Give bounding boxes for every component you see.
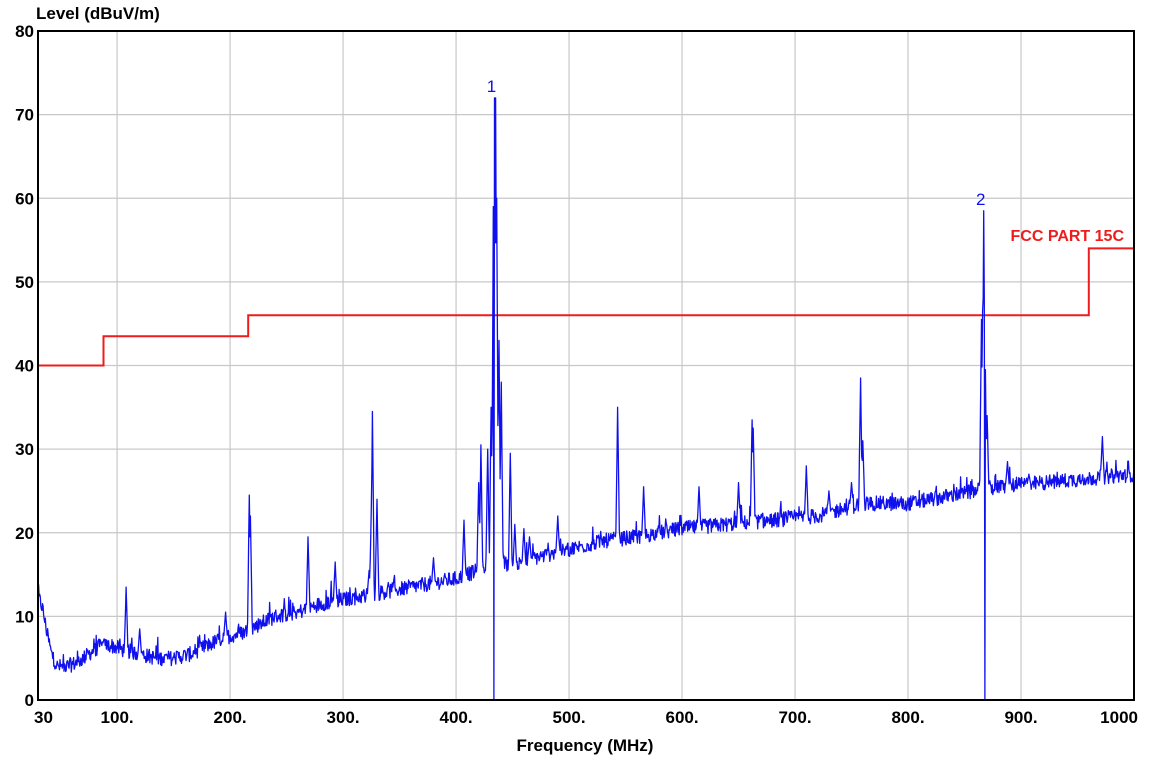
- y-tick-label: 70: [15, 106, 34, 125]
- y-tick-labels: 0 10 20 30 40 50 60 70 80: [15, 22, 34, 710]
- y-axis-title: Level (dBuV/m): [36, 4, 160, 23]
- x-tick-label: 300.: [327, 708, 360, 727]
- x-tick-label: 200.: [214, 708, 247, 727]
- limit-line: [38, 247, 1134, 367]
- x-axis-title: Frequency (MHz): [517, 736, 654, 755]
- limit-line-group: [38, 247, 1134, 367]
- x-tick-label: 600.: [665, 708, 698, 727]
- x-tick-label: 1000: [1100, 708, 1138, 727]
- peak-markers: 12: [487, 77, 986, 209]
- x-tick-label: 900.: [1004, 708, 1037, 727]
- x-tick-label: 500.: [553, 708, 586, 727]
- measurement-trace: [37, 97, 1135, 701]
- grid: [38, 31, 1134, 700]
- x-tick-labels: 30 100. 200. 300. 400. 500. 600. 700. 800. 900. 10…: [34, 708, 1138, 727]
- x-tick-label: 700.: [778, 708, 811, 727]
- x-tick-label: 800.: [891, 708, 924, 727]
- peak-marker-label: 2: [976, 190, 985, 209]
- y-tick-label: 30: [15, 440, 34, 459]
- y-tick-label: 10: [15, 607, 34, 626]
- x-tick-label: 30: [34, 708, 53, 727]
- plot-frame: [37, 30, 1135, 701]
- y-tick-label: 0: [25, 691, 34, 710]
- y-tick-label: 80: [15, 22, 34, 41]
- trace-group: [37, 97, 1135, 701]
- y-tick-label: 50: [15, 273, 34, 292]
- x-tick-label: 400.: [440, 708, 473, 727]
- peak-marker-label: 1: [487, 77, 496, 96]
- y-tick-label: 20: [15, 524, 34, 543]
- y-tick-label: 40: [15, 357, 34, 376]
- y-tick-label: 60: [15, 189, 34, 208]
- limit-line-label: FCC PART 15C: [1011, 228, 1125, 245]
- x-tick-label: 100.: [101, 708, 134, 727]
